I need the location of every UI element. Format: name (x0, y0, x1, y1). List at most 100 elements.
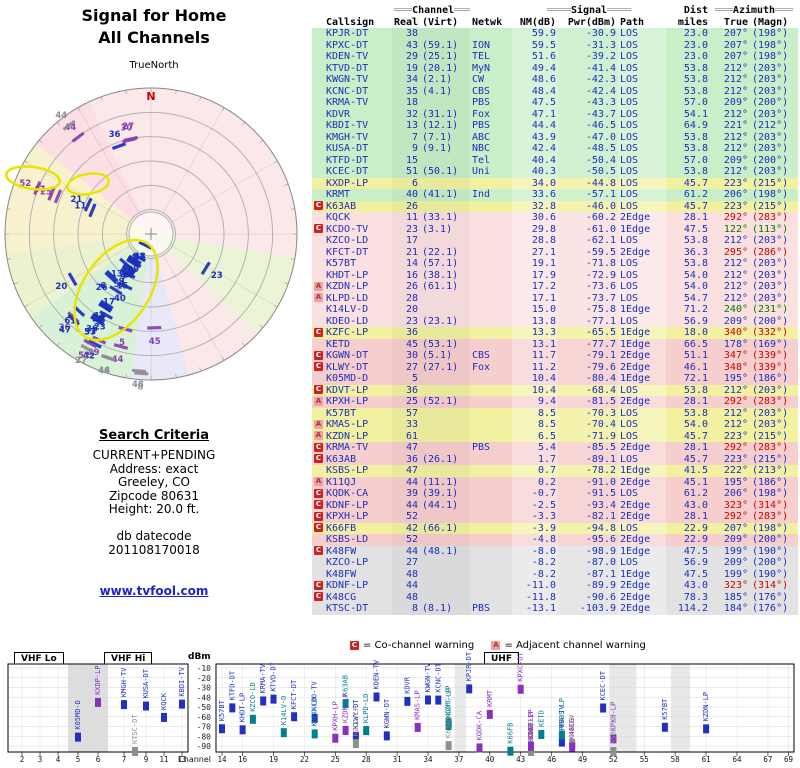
table-row: C KRMA-TV 47 PBS 5.4 -85.5 2Edge 28.1 292° (283°) (312, 442, 798, 454)
svg-text:6: 6 (100, 281, 106, 291)
svg-text:3: 3 (38, 755, 43, 764)
table-row: KUSA-DT 9 (9.1) NBC 42.4 -48.5 LOS 53.8 212° (203… (312, 143, 798, 155)
col-true: True (723, 16, 748, 28)
svg-text:44: 44 (98, 366, 110, 376)
svg-text:40: 40 (114, 294, 126, 304)
svg-text:KWGN-TV: KWGN-TV (424, 662, 432, 692)
table-row: C KDNF-LP 44 -11.0 -89.9 2Edge 43.0 323° (314°) (312, 580, 798, 592)
svg-text:8: 8 (137, 382, 143, 392)
table-row: A K11QJ 44 (11.1) 0.2 -91.0 2Edge 45.1 195° (186°… (312, 476, 798, 488)
search-zipcode: Zipcode 80631 (108, 488, 200, 503)
svg-text:KMAS-LP: KMAS-LP (414, 690, 422, 720)
svg-text:26: 26 (96, 283, 108, 293)
station-table-body: KPJR-DT 38 59.9 -30.9 LOS 23.0 207° (198°) KPXC-… (312, 28, 798, 615)
svg-text:-50: -50 (197, 703, 212, 712)
table-row: K05MD-D 5 10.4 -80.4 1Edge 72.1 195° (186°) (312, 373, 798, 385)
table-row: KPJR-DT 38 59.9 -30.9 LOS 23.0 207° (198°) (312, 28, 798, 40)
dbm-axis-label: dBm (188, 652, 211, 662)
search-criteria-heading: Search Criteria (99, 428, 209, 443)
table-row: KHDT-LP 16 (38.1) 17.9 -72.9 LOS 54.0 212° (203°… (312, 269, 798, 281)
table-row: KRMA-TV 18 PBS 47.5 -43.3 LOS 57.0 209° (200°) (312, 97, 798, 109)
svg-text:K05MD-D: K05MD-D (74, 700, 82, 730)
svg-text:20: 20 (55, 282, 67, 292)
svg-text:KRMA-TV: KRMA-TV (259, 663, 267, 693)
db-datecode-value: 201108170018 (108, 542, 200, 557)
svg-text:9: 9 (144, 755, 149, 764)
tvfool-link[interactable]: www.tvfool.com (99, 584, 209, 598)
svg-text:K57BT: K57BT (661, 698, 669, 720)
adjacent-warning-text: = Adjacent channel warning (504, 640, 646, 651)
co-channel-warning-marker: C (314, 362, 323, 371)
svg-text:KPXH-LP: KPXH-LP (609, 702, 617, 732)
col-virt: (Virt) (422, 16, 459, 28)
search-criteria: Search Criteria CURRENT+PENDING Address:… (0, 428, 308, 557)
svg-text:KETD: KETD (537, 710, 545, 727)
svg-text:23: 23 (94, 322, 106, 332)
table-row: K48FW 48 -8.2 -87.1 1Edge 47.5 199° (190°) (312, 568, 798, 580)
svg-text:44: 44 (112, 355, 124, 365)
col-miles: miles (677, 16, 708, 28)
svg-text:55: 55 (640, 755, 649, 764)
svg-text:KZFC-LP: KZFC-LP (445, 686, 453, 716)
svg-text:KCEC-DT: KCEC-DT (599, 670, 607, 700)
table-row: C K48FW 44 (48.1) -8.0 -98.9 1Edge 47.5 199° (190… (312, 545, 798, 557)
col-magn: (Magn) (752, 16, 789, 28)
svg-text:KTSC-DT: KTSC-DT (131, 714, 139, 744)
svg-text:45: 45 (149, 337, 161, 347)
svg-text:KZDN-LP: KZDN-LP (702, 692, 710, 722)
co-channel-warning-marker: C (314, 327, 323, 337)
svg-text:9: 9 (119, 277, 125, 287)
co-channel-warning-marker: C (314, 511, 323, 521)
svg-text:KXDP-LP: KXDP-LP (94, 665, 102, 695)
adjacent-warning-swatch: A (491, 640, 501, 650)
svg-text:KLPD-LD: KLPD-LD (362, 694, 370, 724)
table-row: KZCO-LD 17 28.8 -62.1 LOS 53.8 212° (203°) (312, 235, 798, 247)
col-real: Real (394, 16, 419, 28)
svg-text:52: 52 (78, 351, 90, 361)
svg-text:K63AB: K63AB (342, 675, 350, 696)
svg-text:30: 30 (120, 123, 132, 133)
svg-text:-40: -40 (197, 693, 212, 702)
svg-text:KDVT-LP: KDVT-LP (445, 688, 453, 718)
svg-text:KQCK: KQCK (160, 692, 168, 710)
table-row: A KPXH-LP 25 (52.1) 9.4 -81.5 2Edge 28.1 292° (28… (312, 396, 798, 408)
svg-text:KDNF-LP: KDNF-LP (527, 709, 535, 739)
co-channel-warning-marker: C (314, 546, 323, 555)
co-channel-warning-marker: C (314, 350, 323, 360)
co-channel-warning-text: = Co-channel warning (363, 640, 475, 651)
table-row: KCEC-DT 51 (50.1) Uni 40.3 -50.5 LOS 53.8 212° (2… (312, 166, 798, 178)
search-city: Greeley, CO (117, 475, 190, 489)
svg-text:-20: -20 (197, 674, 212, 683)
co-channel-warning-marker: C (314, 442, 323, 452)
col-netwk: Netwk (472, 16, 503, 28)
svg-text:37: 37 (454, 755, 463, 764)
table-row: C KCDO-TV 23 (3.1) 29.8 -61.0 1Edge 47.5 122° (11… (312, 223, 798, 235)
co-channel-warning-marker: C (314, 592, 323, 601)
svg-text:KDVR: KDVR (403, 676, 411, 694)
svg-text:46: 46 (547, 755, 557, 764)
table-row: C KGWN-DT 30 (5.1) CBS 11.7 -79.1 2Edge 51.1 347°… (312, 350, 798, 362)
svg-text:48: 48 (98, 366, 110, 376)
svg-text:-90: -90 (197, 742, 212, 751)
svg-text:69: 69 (784, 755, 793, 764)
svg-text:KDEO-LD: KDEO-LD (311, 697, 319, 727)
table-row: C K66FB 42 (66.1) -3.9 -94.8 LOS 22.9 207° (198°) (312, 522, 798, 534)
svg-text:KZCO-LD: KZCO-LD (249, 682, 257, 712)
table-row: KDVR 32 (31.1) Fox 47.1 -43.7 LOS 54.1 212° (203°… (312, 108, 798, 120)
table-row: C KQDK-CA 39 (39.1) -0.7 -91.5 LOS 61.2 206° (198… (312, 488, 798, 500)
svg-text:K14LV-D: K14LV-D (280, 696, 288, 726)
svg-text:KGWN-DT: KGWN-DT (383, 698, 391, 728)
svg-text:KMGH-TV: KMGH-TV (120, 667, 128, 697)
adjacent-warning-marker: A (314, 281, 323, 291)
svg-text:58: 58 (671, 755, 681, 764)
svg-text:52: 52 (609, 755, 618, 764)
co-channel-warning-marker: C (314, 385, 323, 394)
adjacent-warning-marker: A (314, 293, 323, 302)
svg-text:6: 6 (96, 755, 101, 764)
table-row: KDEO-LD 23 (23.1) 13.8 -77.1 LOS 56.9 209° (200°… (312, 315, 798, 327)
svg-text:27: 27 (122, 122, 134, 132)
table-row: K57BT 14 (57.1) 19.1 -71.8 LOS 53.8 212° (203°) (312, 258, 798, 270)
svg-text:-30: -30 (197, 684, 212, 693)
svg-text:KZDN-LP: KZDN-LP (342, 693, 350, 723)
